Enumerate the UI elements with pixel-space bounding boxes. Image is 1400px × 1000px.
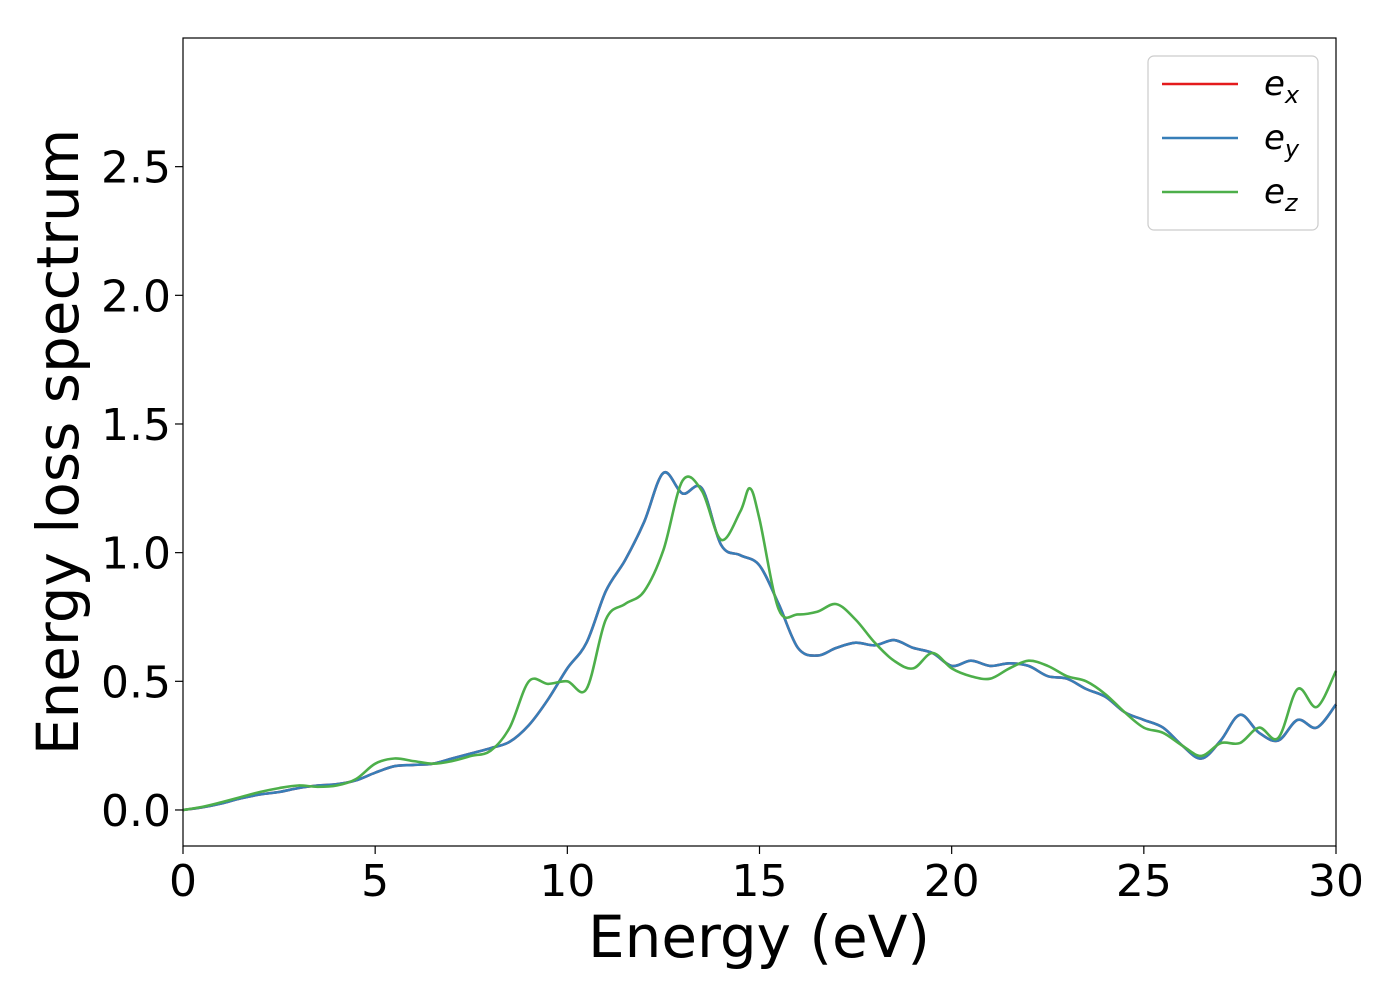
series-lines [182,471,1338,812]
y-tick-label: 1.0 [101,529,171,580]
legend-label-subscript: z [1284,189,1299,217]
x-tick-label: 5 [361,856,389,907]
legend-label-z: ez [1264,172,1299,217]
x-tick-label: 20 [924,856,980,907]
plot-background [183,38,1336,846]
y-tick-label: 2.5 [101,143,171,194]
legend-label-subscript: x [1284,81,1300,109]
x-tick-label: 0 [169,856,197,907]
y-axis-label: Energy loss spectrum [24,129,92,755]
y-tick-label: 0.5 [101,657,171,708]
legend-label-x: ex [1264,64,1300,109]
y-tick-label: 2.0 [101,271,171,322]
series-line-z [182,475,1338,812]
series-line-y [182,471,1338,812]
x-axis-label: Energy (eV) [588,903,930,971]
y-tick-label: 0.0 [101,786,171,837]
legend-label-y: ey [1264,118,1300,163]
legend-label-base: e [1264,172,1285,212]
y-axis-ticks: 0.0 0.5 1.0 1.5 2.0 2.5 [101,143,183,837]
x-tick-label: 30 [1308,856,1364,907]
legend-label-subscript: y [1284,135,1300,163]
legend-label-base: e [1264,64,1285,104]
x-tick-label: 15 [732,856,788,907]
legend-box [1147,55,1319,231]
x-tick-label: 10 [539,856,595,907]
y-tick-label: 1.5 [101,400,171,451]
legend-label-base: e [1264,118,1285,158]
x-tick-label: 25 [1116,856,1172,907]
x-axis-ticks: 0 5 10 15 20 25 30 [169,846,1364,907]
